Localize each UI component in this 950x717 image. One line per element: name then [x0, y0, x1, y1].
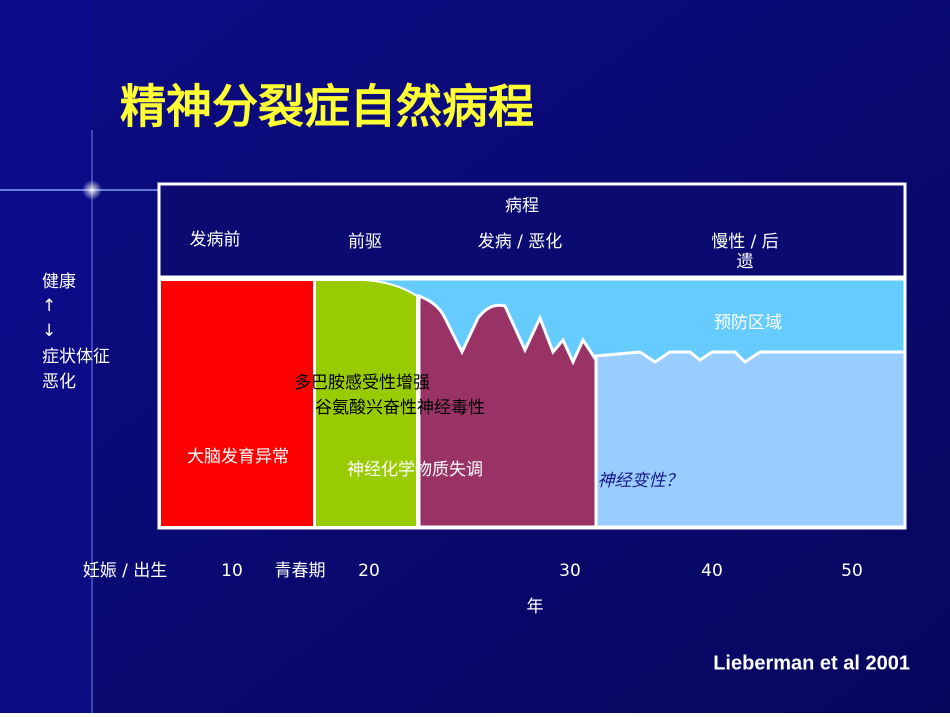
- frame: [157, 277, 907, 530]
- region-label: 多巴胺感受性增强: [294, 373, 430, 393]
- premorbid-area: [159, 279, 315, 528]
- title: 精神分裂症自然病程: [120, 80, 534, 134]
- axis-label: 健康: [42, 272, 76, 292]
- phase-label: 前驱: [348, 232, 382, 252]
- glint: [82, 180, 102, 200]
- region-label: 大脑发育异常: [187, 447, 289, 467]
- region-label: 神经化学物质失调: [347, 460, 483, 480]
- timeline-label: 50: [841, 561, 863, 581]
- left-panel: [0, 0, 92, 713]
- phase-label: 发病前: [190, 230, 241, 250]
- phase-label: 慢性 / 后: [711, 231, 779, 252]
- timeline-label: 30: [559, 561, 581, 581]
- region-label: 谷氨酸兴奋性神经毒性: [315, 398, 485, 418]
- region-label: 预防区域: [714, 313, 782, 333]
- phase-label: 发病 / 恶化: [478, 232, 563, 252]
- header-band: [157, 182, 907, 279]
- timeline-label: 20: [358, 561, 380, 581]
- onset-area: [417, 293, 598, 529]
- region-label: 神经变性？: [598, 471, 683, 491]
- timeline-label: 10: [221, 561, 243, 581]
- citation: Lieberman et al 2001: [713, 652, 910, 674]
- timeline-label: 青春期: [275, 561, 326, 581]
- axis-label: 症状体征: [42, 347, 110, 367]
- chronic-area: [594, 350, 907, 529]
- phase-label: 遗: [737, 252, 754, 272]
- axis-label: ↑: [42, 296, 56, 316]
- timeline-label: 妊娠 / 出生: [83, 561, 168, 581]
- axis-label: 恶化: [42, 372, 76, 392]
- timeline-label: 40: [701, 561, 723, 581]
- timeline-unit: 年: [527, 597, 544, 617]
- axis-label: ↓: [42, 321, 56, 341]
- course-label: 病程: [505, 196, 539, 216]
